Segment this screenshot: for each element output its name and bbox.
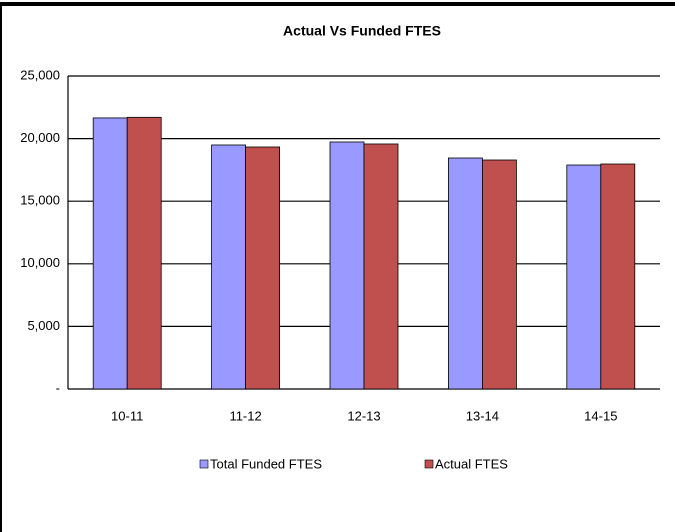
x-tick-label: 13-14	[466, 408, 499, 423]
bar	[211, 144, 247, 390]
bar	[566, 164, 602, 390]
bar	[481, 159, 517, 390]
legend-label: Total Funded FTES	[210, 456, 322, 471]
x-tick-label: 14-15	[584, 408, 617, 423]
chart-title: Actual Vs Funded FTES	[283, 23, 441, 39]
x-tick-label: 12-13	[347, 408, 380, 423]
bar	[329, 141, 365, 390]
y-tick-label: 15,000	[20, 193, 60, 208]
y-tick-label: 5,000	[27, 318, 60, 333]
x-tick-label: 10-11	[111, 408, 143, 423]
bar	[245, 146, 281, 390]
x-tick-label: 11-12	[229, 408, 261, 423]
bar	[600, 163, 636, 390]
legend-label: Actual FTES	[435, 456, 508, 471]
bar	[92, 117, 128, 390]
y-tick-label: 10,000	[20, 255, 60, 270]
bar	[126, 116, 162, 390]
y-tick-label: -	[56, 380, 60, 395]
legend-swatch	[199, 459, 209, 469]
legend-swatch	[424, 459, 434, 469]
y-tick-label: 20,000	[20, 130, 60, 145]
bar	[447, 157, 483, 390]
bar	[363, 143, 399, 390]
y-tick-label: 25,000	[20, 67, 60, 82]
